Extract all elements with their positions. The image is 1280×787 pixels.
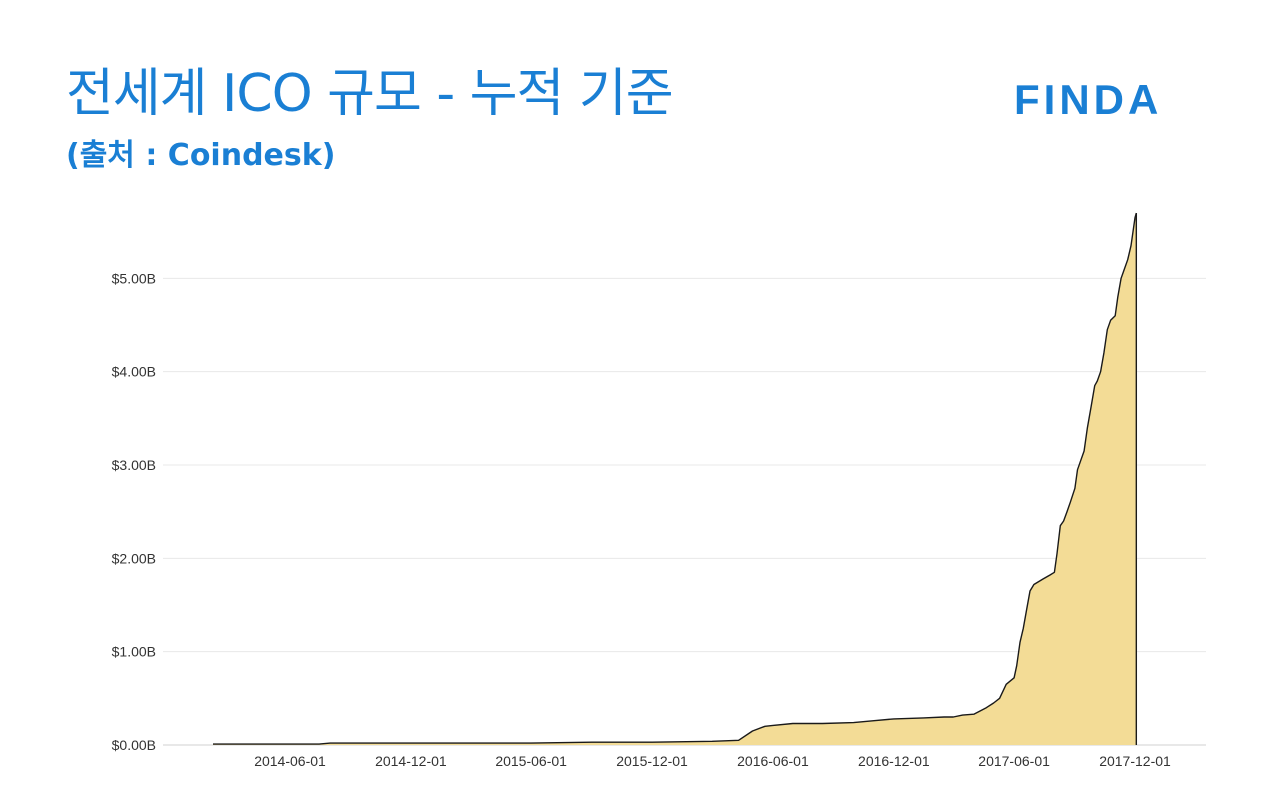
x-tick-label: 2014-12-01 <box>375 753 447 769</box>
y-axis-ticks: $0.00B $1.00B $2.00B $3.00B $4.00B $5.00B <box>112 270 156 753</box>
x-axis-ticks: 2014-06-01 2014-12-01 2015-06-01 2015-12-01… <box>254 753 1171 769</box>
x-tick-label: 2016-12-01 <box>858 753 930 769</box>
y-tick-label: $1.00B <box>112 644 156 660</box>
area-series <box>213 212 1138 745</box>
x-tick-label: 2017-12-01 <box>1099 753 1171 769</box>
finda-logo: FINDA <box>1014 76 1163 123</box>
series-line <box>213 212 1137 745</box>
x-tick-label: 2015-06-01 <box>495 753 567 769</box>
y-tick-label: $5.00B <box>112 270 156 286</box>
y-tick-label: $0.00B <box>112 737 156 753</box>
x-tick-label: 2015-12-01 <box>616 753 688 769</box>
y-tick-label: $2.00B <box>112 550 156 566</box>
x-tick-label: 2017-06-01 <box>978 753 1050 769</box>
y-tick-label: $3.00B <box>112 457 156 473</box>
x-tick-label: 2016-06-01 <box>737 753 809 769</box>
y-tick-label: $4.00B <box>112 364 156 380</box>
chart-title: 전세계 ICO 규모 - 누적 기준 <box>66 64 674 124</box>
chart-subtitle-source: (출처 : Coindesk) <box>66 138 336 173</box>
x-tick-label: 2014-06-01 <box>254 753 326 769</box>
area-fill <box>213 213 1137 745</box>
